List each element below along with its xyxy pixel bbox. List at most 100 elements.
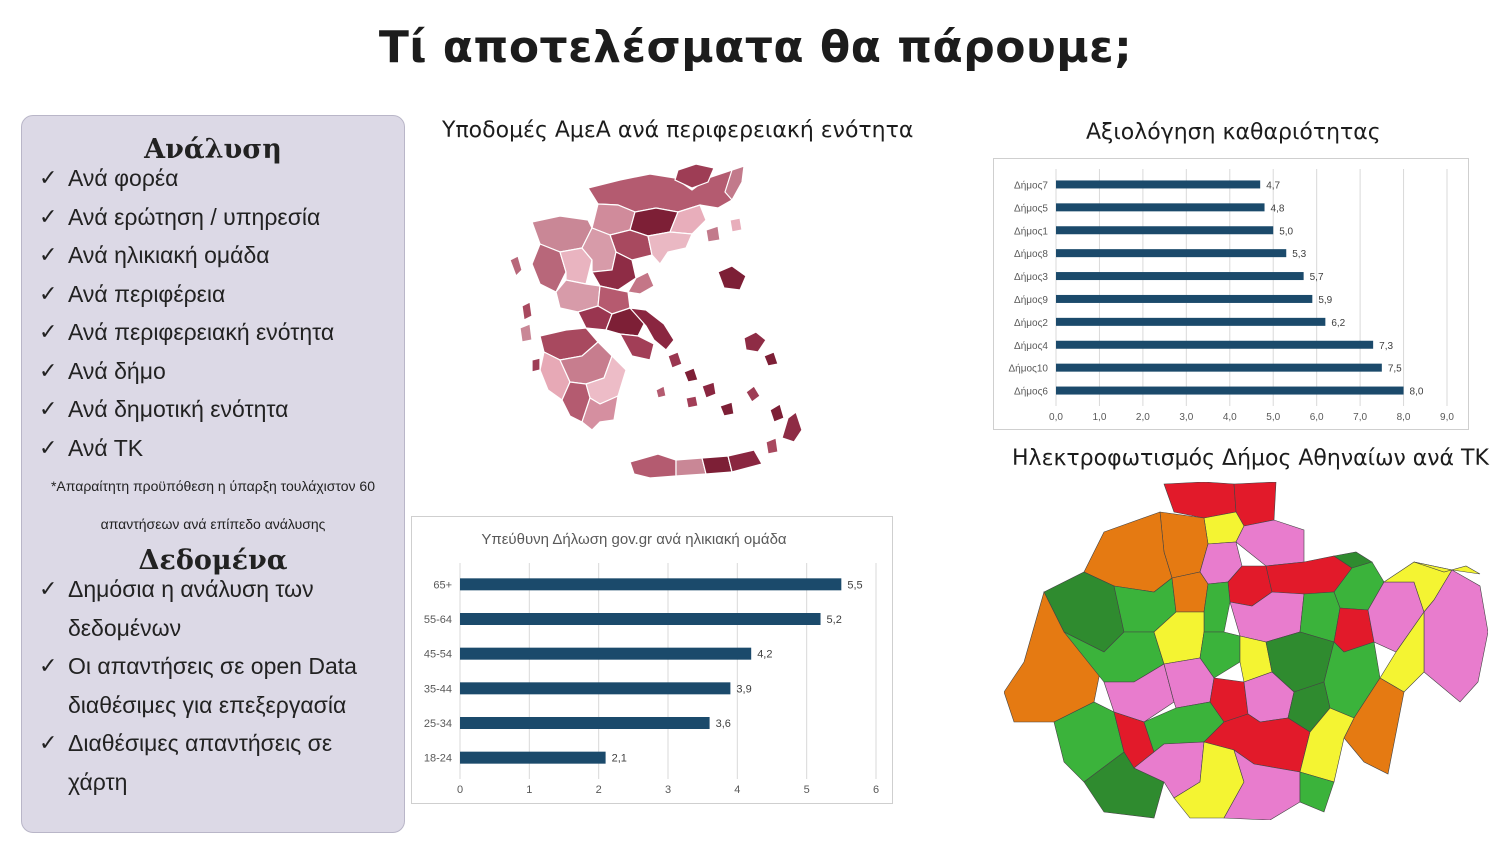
analysis-item-label: Ανά ερώτηση / υπηρεσία <box>68 203 321 230</box>
bar <box>1056 317 1326 326</box>
map-region <box>669 204 707 235</box>
data-item-line: Οι απαντήσεις σε open Data <box>68 653 357 679</box>
map-region <box>1413 561 1481 575</box>
category-label: 45-54 <box>424 649 452 661</box>
x-tick-label: 8,0 <box>1397 412 1411 423</box>
age-chart-box: Υπεύθυνη Δήλωση gov.gr ανά ηλικιακή ομάδ… <box>411 516 893 804</box>
category-label: 18-24 <box>424 753 452 765</box>
info-panel: Ανάλυση ✓ Ανά φορέα ✓ Ανά ερώτηση / υπηρεσ… <box>21 115 405 833</box>
data-label: 5,5 <box>847 579 862 591</box>
analysis-heading: Ανάλυση <box>144 134 282 165</box>
data-label: 4,8 <box>1271 203 1285 214</box>
map-region <box>521 301 533 321</box>
x-tick-label: 6,0 <box>1310 412 1324 423</box>
map-region <box>628 307 675 351</box>
x-tick-label: 9,0 <box>1440 412 1454 423</box>
analysis-item: ✓ Ανά ερώτηση / υπηρεσία <box>22 198 404 237</box>
data-label: 8,0 <box>1410 387 1424 398</box>
map-region <box>743 331 767 353</box>
category-label: Δήμος3 <box>1014 271 1048 283</box>
check-icon: ✓ <box>39 280 58 306</box>
note-line-2: απαντήσεων ανά επίπεδο ανάλυσης <box>100 516 326 532</box>
data-item-line: Διαθέσιμες απαντήσεις σε <box>68 730 333 756</box>
bar <box>1056 226 1274 235</box>
map-region <box>729 217 743 233</box>
bar <box>460 613 821 625</box>
map-region <box>519 323 533 343</box>
category-label: Δήμος6 <box>1014 386 1048 398</box>
data-item-line: χάρτη <box>68 768 128 795</box>
check-icon: ✓ <box>39 319 58 344</box>
data-item-line: διαθέσιμες για επεξεργασία <box>68 691 347 718</box>
category-label: 65+ <box>433 579 452 591</box>
analysis-item-label: Ανά δήμο <box>68 357 166 384</box>
check-icon: ✓ <box>39 165 58 190</box>
x-tick-label: 4,0 <box>1223 412 1237 423</box>
map-region <box>745 385 761 403</box>
map-region <box>655 385 667 399</box>
map-region <box>724 165 745 202</box>
category-label: Δήμος10 <box>1008 363 1048 375</box>
check-icon: ✓ <box>39 434 58 460</box>
check-icon: ✓ <box>39 203 58 229</box>
data-label: 5,3 <box>1292 249 1306 260</box>
bar <box>460 578 842 591</box>
category-label: 25-34 <box>424 718 452 730</box>
athens-map-caption: Ηλεκτροφωτισμός Δήμος Αθηναίων ανά ΤΚ <box>1012 446 1489 471</box>
x-tick-label: 1 <box>526 784 532 796</box>
analysis-item: ✓ Ανά περιφέρεια <box>22 275 404 314</box>
analysis-item: ✓ Ανά ΤΚ <box>22 429 404 468</box>
data-item-line: Δημόσια η ανάλυση των <box>68 576 314 602</box>
category-label: Δήμος2 <box>1014 317 1048 329</box>
map-region <box>719 401 735 417</box>
bar <box>460 717 710 729</box>
analysis-item-label: Ανά ΤΚ <box>68 434 144 461</box>
analysis-item-label: Ανά περιφερειακή ενότητα <box>68 319 335 345</box>
analysis-item-label: Ανά δημοτική ενότητα <box>68 396 289 422</box>
bar <box>460 647 752 660</box>
check-icon: ✓ <box>39 396 58 421</box>
data-label: 5,9 <box>1318 295 1332 306</box>
data-label: 5,7 <box>1310 272 1324 283</box>
map-region <box>1163 482 1237 519</box>
cleanliness-bar-chart: 0,0 1,0 2,0 3,0 4,0 5,0 6,0 7,0 8,0 9,0 Δήμος7 4,7 Δ… <box>1008 169 1454 423</box>
x-tick-label: 5,0 <box>1266 412 1280 423</box>
x-tick-label: 3,0 <box>1179 412 1193 423</box>
page-title: Τί αποτελέσματα θα πάρουμε; <box>378 22 1133 73</box>
map-region <box>618 333 655 361</box>
analysis-item-label: Ανά φορέα <box>68 165 179 191</box>
x-tick-label: 0 <box>457 784 463 796</box>
check-icon: ✓ <box>39 653 58 678</box>
analysis-item-label: Ανά ηλικιακή ομάδα <box>68 242 270 268</box>
data-label: 5,0 <box>1279 226 1293 237</box>
category-label: Δήμος7 <box>1014 179 1048 191</box>
map-region <box>667 351 683 369</box>
category-label: 35-44 <box>424 683 452 695</box>
data-item: ✓ Διαθέσιμες απαντήσεις σε χάρτη <box>22 724 404 801</box>
analysis-item-label: Ανά περιφέρεια <box>68 280 226 307</box>
map-region <box>675 457 707 477</box>
category-label: Δήμος9 <box>1014 294 1048 306</box>
note-line-1: *Απαραίτητη προϋπόθεση η ύπαρξη τουλάχισ… <box>50 478 376 494</box>
bar <box>1056 249 1287 258</box>
map-region <box>769 403 785 423</box>
analysis-item: ✓ Ανά περιφερειακή ενότητα <box>22 313 404 352</box>
data-label: 3,9 <box>736 683 751 695</box>
bar <box>1056 203 1265 212</box>
check-icon: ✓ <box>39 357 58 383</box>
check-icon: ✓ <box>39 242 58 267</box>
category-label: Δήμος1 <box>1014 225 1048 237</box>
cleanliness-chart-title: Αξιολόγηση καθαριότητας <box>1086 120 1381 145</box>
map-region <box>1423 569 1488 703</box>
bar <box>1056 363 1382 372</box>
data-list: ✓ Δημόσια η ανάλυση των δεδομένων ✓ Οι απαν… <box>22 570 404 801</box>
age-bar-chart: Υπεύθυνη Δήλωση gov.gr ανά ηλικιακή ομάδ… <box>424 531 879 796</box>
map-region <box>1379 611 1425 693</box>
analysis-item: ✓ Ανά δημοτική ενότητα <box>22 390 404 429</box>
data-label: 7,5 <box>1388 364 1402 375</box>
data-item-line: δεδομένων <box>68 614 182 641</box>
map-region <box>727 449 763 473</box>
map-region <box>717 265 747 291</box>
bar <box>1056 180 1261 189</box>
map-region <box>581 394 619 431</box>
